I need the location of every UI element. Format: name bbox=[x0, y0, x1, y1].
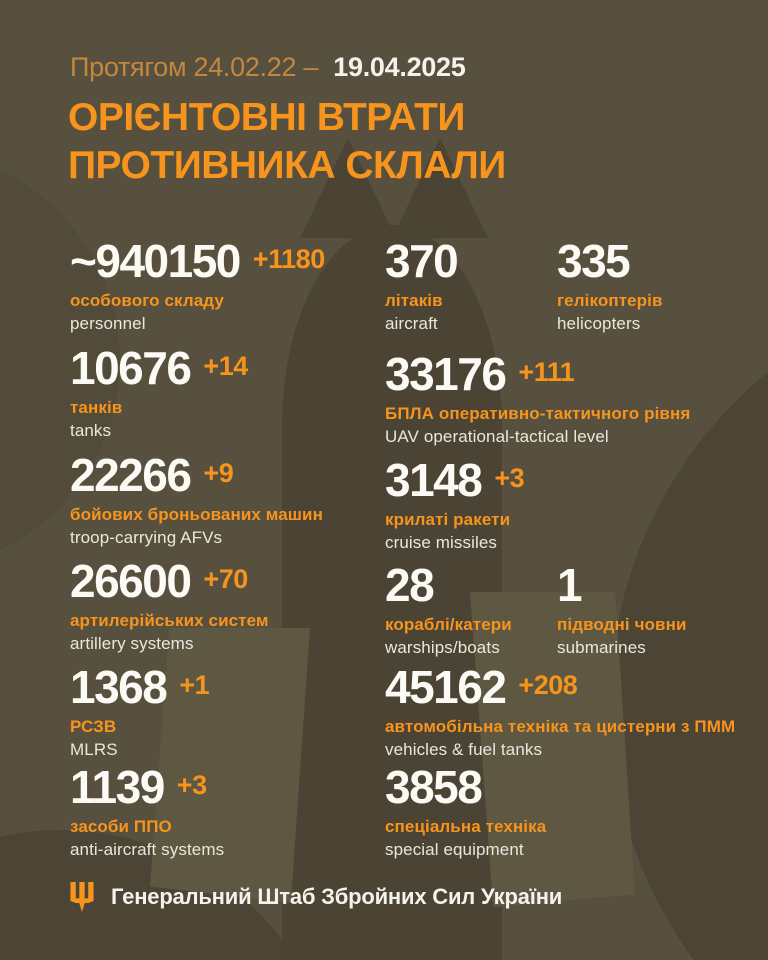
stat-delta: +9 bbox=[203, 457, 234, 488]
stat-value: 28 bbox=[385, 559, 435, 611]
watermark-shape bbox=[150, 628, 310, 903]
page-title: ОРІЄНТОВНІ ВТРАТИ ПРОТИВНИКА СКЛАЛИ bbox=[68, 94, 506, 190]
stat-value: ~940150 bbox=[70, 235, 241, 287]
stat-value: 22266 bbox=[70, 449, 192, 501]
stat-label-uk: РСЗВ bbox=[70, 717, 117, 736]
stat-number-row: 1 bbox=[557, 560, 687, 610]
footer: Генеральний Штаб Збройних Сил України bbox=[70, 882, 562, 912]
stat-label-uk: спеціальна техніка bbox=[385, 817, 547, 836]
footer-text: Генеральний Штаб Збройних Сил України bbox=[111, 884, 563, 909]
stat-value: 45162 bbox=[385, 661, 507, 713]
stat-value: 3858 bbox=[385, 761, 483, 813]
stat-value: 33176 bbox=[385, 348, 507, 400]
stat-label-en: vehicles & fuel tanks bbox=[385, 740, 543, 759]
stat-label-en: helicopters bbox=[557, 314, 641, 333]
stat-number-row: 1139 +3 bbox=[70, 762, 224, 812]
stat-label-uk: танків bbox=[70, 398, 123, 417]
stat-label-uk: підводні човни bbox=[557, 615, 687, 634]
stat-number-row: ~940150 +1180 bbox=[70, 236, 325, 286]
stat-label-en: MLRS bbox=[70, 740, 118, 759]
watermark-shape bbox=[470, 592, 635, 907]
stat-value: 1 bbox=[557, 559, 583, 611]
stat-delta: +3 bbox=[176, 769, 207, 800]
stat-vehicles: 45162 +208 автомобільна техніка та цисте… bbox=[385, 662, 735, 760]
report-period: Протягом 24.02.22 – 19.04.2025 bbox=[70, 52, 466, 83]
stat-helicopters: 335 гелікоптерів helicopters bbox=[557, 236, 663, 334]
stat-warships: 28 кораблі/катери warships/boats bbox=[385, 560, 512, 658]
stat-artillery: 26600 +70 артилерійських систем artiller… bbox=[70, 556, 269, 654]
stat-label-uk: засоби ППО bbox=[70, 817, 172, 836]
stat-delta: +3 bbox=[494, 462, 525, 493]
stat-number-row: 3148 +3 bbox=[385, 454, 525, 506]
stat-label-uk: крилаті ракети bbox=[385, 510, 511, 529]
stat-label-uk: гелікоптерів bbox=[557, 291, 663, 310]
stat-label-en: troop-carrying AFVs bbox=[70, 528, 223, 547]
stat-number-row: 335 bbox=[557, 236, 663, 286]
stat-value: 370 bbox=[385, 235, 459, 287]
stat-submarines: 1 підводні човни submarines bbox=[557, 560, 687, 658]
stat-delta: +70 bbox=[203, 563, 248, 594]
stat-delta: +14 bbox=[203, 350, 248, 381]
trident-icon bbox=[70, 882, 94, 912]
stat-label-en: special equipment bbox=[385, 840, 524, 859]
stat-label-en: aircraft bbox=[385, 314, 438, 333]
stat-number-row: 370 bbox=[385, 236, 470, 286]
stat-number-row: 1368 +1 bbox=[70, 661, 210, 713]
stat-delta: +1180 bbox=[252, 243, 325, 274]
stat-number-row: 22266 +9 bbox=[70, 450, 323, 500]
stat-label-en: submarines bbox=[557, 638, 646, 657]
stat-label-uk: літаків bbox=[385, 291, 443, 310]
page-title-line1: ОРІЄНТОВНІ ВТРАТИ bbox=[68, 96, 465, 139]
stat-aircraft: 370 літаків aircraft bbox=[385, 236, 470, 334]
stat-delta: +1 bbox=[179, 669, 210, 700]
stat-value: 3148 bbox=[385, 454, 483, 506]
stat-label-en: UAV operational-tactical level bbox=[385, 427, 609, 446]
stat-label-en: personnel bbox=[70, 314, 146, 333]
stat-label-uk: БПЛА оперативно-тактичного рівня bbox=[385, 404, 691, 423]
stat-number-row: 26600 +70 bbox=[70, 556, 269, 606]
stat-afv: 22266 +9 бойових броньованих машин troop… bbox=[70, 450, 323, 548]
stat-mlrs: 1368 +1 РСЗВ MLRS bbox=[70, 661, 210, 760]
stat-value: 1368 bbox=[70, 661, 168, 713]
stat-label-en: cruise missiles bbox=[385, 533, 498, 552]
stat-air-defence: 1139 +3 засоби ППО anti-aircraft systems bbox=[70, 762, 224, 860]
stat-number-row: 45162 +208 bbox=[385, 662, 735, 712]
period-prefix: Протягом 24.02.22 – bbox=[70, 52, 319, 82]
stat-cruise-missiles: 3148 +3 крилаті ракети cruise missiles bbox=[385, 454, 525, 553]
stat-label-uk: автомобільна техніка та цистерни з ПММ bbox=[385, 717, 736, 736]
stat-label-en: anti-aircraft systems bbox=[70, 840, 225, 859]
stat-value: 26600 bbox=[70, 555, 192, 607]
stat-number-row: 10676 +14 bbox=[70, 343, 248, 393]
stat-value: 1139 bbox=[70, 761, 165, 813]
report-date: 19.04.2025 bbox=[333, 52, 466, 82]
stat-delta: +111 bbox=[518, 356, 575, 387]
stat-uav: 33176 +111 БПЛА оперативно-тактичного рі… bbox=[385, 349, 690, 447]
stat-label-en: tanks bbox=[70, 421, 112, 440]
stat-label-uk: особового складу bbox=[70, 291, 224, 310]
stat-label-uk: артилерійських систем bbox=[70, 611, 269, 630]
stat-personnel: ~940150 +1180 особового складу personnel bbox=[70, 236, 325, 334]
stat-value: 10676 bbox=[70, 342, 192, 394]
watermark-shape bbox=[282, 225, 502, 960]
page-title-line2: ПРОТИВНИКА СКЛАЛИ bbox=[68, 144, 506, 187]
stat-delta: +208 bbox=[518, 669, 578, 700]
stat-label-uk: бойових броньованих машин bbox=[70, 505, 323, 524]
stat-label-uk: кораблі/катери bbox=[385, 615, 512, 634]
stat-label-en: artillery systems bbox=[70, 634, 194, 653]
stat-number-row: 3858 bbox=[385, 762, 546, 812]
stat-number-row: 28 bbox=[385, 560, 512, 610]
stat-label-en: warships/boats bbox=[385, 638, 500, 657]
stat-number-row: 33176 +111 bbox=[385, 349, 690, 399]
stat-value: 335 bbox=[557, 235, 631, 287]
stat-special-equipment: 3858 спеціальна техніка special equipmen… bbox=[385, 762, 546, 860]
stat-tanks: 10676 +14 танків tanks bbox=[70, 343, 248, 441]
